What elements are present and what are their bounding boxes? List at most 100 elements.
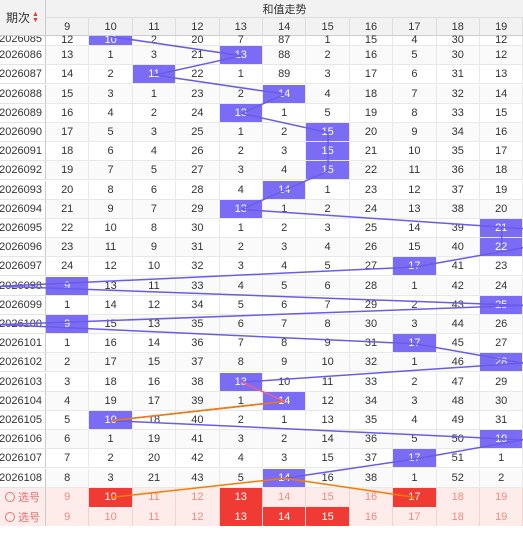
trend-cell: 36 [349, 430, 394, 450]
trend-cell: 51 [436, 449, 480, 469]
trend-cell: 15 [480, 103, 523, 123]
radio-circle-icon[interactable] [5, 492, 15, 503]
trend-cell: 4 [263, 257, 307, 277]
trend-cell: 34 [349, 391, 394, 411]
picked-number-button[interactable]: 17 [393, 487, 437, 507]
trend-cell: 7 [393, 84, 437, 104]
trend-cell: 8 [46, 468, 90, 488]
period-cell: 2026104 [0, 391, 46, 411]
hit-cell: 9 [46, 315, 90, 334]
number-button[interactable]: 11 [133, 507, 177, 526]
trend-cell: 2 [306, 199, 350, 219]
number-button[interactable]: 12 [176, 507, 220, 526]
trend-cell: 14 [132, 334, 177, 354]
period-cell: 2026091 [0, 142, 46, 162]
period-cell: 2026102 [0, 353, 46, 373]
trend-cell: 31 [176, 238, 220, 258]
trend-cell: 3 [89, 468, 133, 488]
number-button[interactable]: 17 [393, 507, 437, 526]
trend-cell: 14 [480, 84, 523, 104]
trend-cell: 19 [349, 103, 394, 123]
number-button[interactable]: 18 [437, 487, 480, 507]
trend-cell: 30 [436, 46, 480, 66]
number-button[interactable]: 10 [89, 507, 133, 526]
trend-cell: 5 [219, 468, 263, 488]
number-button[interactable]: 19 [480, 487, 523, 507]
select-label[interactable]: 选号 [0, 487, 46, 507]
trend-cell: 29 [480, 372, 523, 392]
trend-cell: 2 [306, 46, 350, 66]
select-label[interactable]: 选号 [0, 507, 46, 526]
trend-cell: 1 [393, 353, 437, 373]
picked-number-button[interactable]: 15 [306, 507, 350, 526]
number-button[interactable]: 9 [46, 507, 90, 526]
column-header-14: 14 [263, 18, 307, 36]
trend-cell: 13 [132, 315, 177, 334]
trend-cell: 12 [480, 46, 523, 66]
sort-icon[interactable]: ▲ ▼ [32, 10, 39, 24]
trend-cell: 5 [393, 430, 437, 450]
trend-cell: 2 [89, 449, 133, 469]
number-button[interactable]: 19 [480, 507, 523, 526]
trend-cell: 8 [263, 334, 307, 354]
trend-cell: 25 [349, 219, 394, 238]
number-button[interactable]: 16 [350, 507, 394, 526]
trend-cell: 3 [132, 46, 177, 66]
trend-cell: 4 [46, 391, 90, 411]
hit-cell: 9 [46, 276, 90, 296]
trend-cell: 6 [306, 276, 350, 296]
period-cell: 2026101 [0, 334, 46, 354]
picked-number-button[interactable]: 13 [219, 487, 263, 507]
number-button[interactable]: 9 [46, 487, 90, 507]
hit-cell: 11 [132, 65, 177, 85]
period-cell: 2026105 [0, 411, 46, 430]
trend-cell: 1 [263, 411, 307, 430]
period-cell: 2026093 [0, 180, 46, 200]
trend-cell: 22 [46, 219, 90, 238]
trend-cell: 19 [46, 161, 90, 181]
hit-cell: 14 [263, 391, 307, 411]
period-header[interactable]: 期次 ▲ ▼ [0, 0, 46, 36]
trend-cell: 7 [219, 334, 263, 354]
trend-cell: 13 [46, 46, 90, 66]
period-cell: 2026106 [0, 430, 46, 450]
trend-cell: 87 [263, 35, 307, 47]
trend-cell: 30 [176, 219, 220, 238]
trend-cell: 7 [132, 199, 177, 219]
trend-cell: 15 [46, 84, 90, 104]
number-button[interactable]: 15 [306, 487, 350, 507]
trend-cell: 20 [46, 180, 90, 200]
radio-circle-icon[interactable] [5, 511, 15, 522]
trend-cell: 21 [349, 142, 394, 162]
trend-cell: 48 [436, 391, 480, 411]
trend-cell: 3 [89, 84, 133, 104]
trend-cell: 28 [176, 180, 220, 200]
trend-cell: 47 [436, 372, 480, 392]
picked-number-button[interactable]: 10 [89, 487, 133, 507]
period-cell: 2026085 [0, 36, 46, 47]
trend-cell: 4 [132, 142, 177, 162]
period-cell: 2026097 [0, 257, 46, 277]
trend-cell: 13 [393, 199, 437, 219]
trend-cell: 5 [263, 276, 307, 296]
trend-cell: 43 [176, 468, 220, 488]
picked-number-button[interactable]: 14 [263, 507, 307, 526]
number-button[interactable]: 18 [437, 507, 480, 526]
trend-cell: 39 [436, 219, 480, 238]
number-button[interactable]: 11 [133, 487, 177, 507]
trend-cell: 36 [176, 334, 220, 354]
column-header-15: 15 [306, 18, 350, 36]
trend-cell: 13 [89, 276, 133, 296]
period-cell: 2026100 [0, 315, 46, 334]
trend-cell: 5 [306, 257, 350, 277]
number-button[interactable]: 16 [350, 487, 394, 507]
trend-cell: 18 [46, 142, 90, 162]
trend-cell: 2 [263, 219, 307, 238]
picked-number-button[interactable]: 13 [219, 507, 263, 526]
trend-cell: 32 [349, 353, 394, 373]
trend-cell: 29 [176, 199, 220, 219]
trend-cell: 10 [393, 142, 437, 162]
number-button[interactable]: 12 [176, 487, 220, 507]
trend-cell: 1 [480, 449, 523, 469]
number-button[interactable]: 14 [263, 487, 307, 507]
